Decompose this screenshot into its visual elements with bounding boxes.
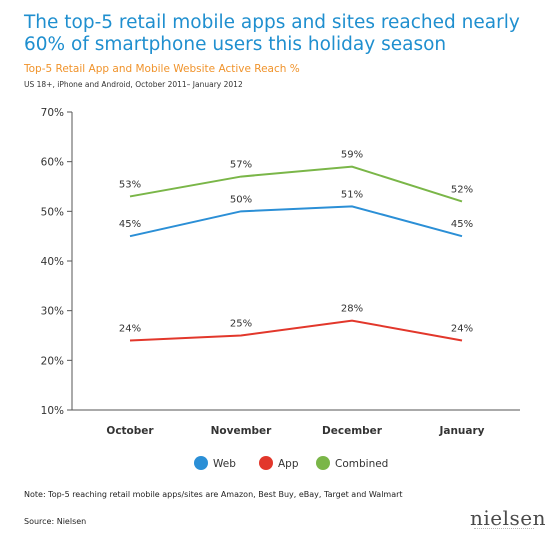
chart-subtitle: Top-5 Retail App and Mobile Website Acti…	[24, 63, 300, 75]
legend-label-app: App	[278, 458, 299, 470]
y-tick-label: 30%	[41, 306, 64, 318]
legend-marker-app	[259, 456, 273, 470]
data-label-app: 24%	[119, 323, 141, 334]
data-label-app: 28%	[341, 304, 363, 315]
source-note: Source: Nielsen	[24, 517, 87, 526]
line-chart: 10% 20% 30% 40% 50% 60% 70% October November Dece…	[41, 107, 520, 470]
logo-underline	[474, 528, 534, 531]
y-tick-label: 70%	[41, 107, 64, 119]
data-label-combined: 57%	[230, 160, 252, 171]
data-label-combined: 53%	[119, 179, 141, 190]
series-line-web	[129, 205, 463, 238]
footnote: Note: Top-5 reaching retail mobile apps/…	[24, 490, 403, 499]
x-tick-label: November	[211, 425, 273, 437]
legend-marker-web	[194, 456, 208, 470]
y-tick-label: 50%	[41, 206, 64, 218]
x-tick-label: January	[438, 425, 484, 437]
legend-label-combined: Combined	[335, 458, 388, 470]
y-tick-label: 60%	[41, 157, 64, 169]
data-label-web: 45%	[119, 219, 141, 230]
data-label-combined: 59%	[341, 150, 363, 161]
x-tick-label: October	[106, 425, 154, 437]
legend-label-web: Web	[213, 458, 236, 470]
series-line-combined	[129, 165, 463, 203]
y-tick-label: 20%	[41, 355, 64, 367]
chart-title: The top-5 retail mobile apps and sites r…	[24, 12, 520, 55]
data-label-web: 45%	[451, 219, 473, 230]
x-tick-label: December	[322, 425, 383, 437]
data-label-combined: 52%	[451, 184, 473, 195]
series-line-app	[129, 319, 463, 342]
legend-marker-combined	[316, 456, 330, 470]
y-tick-label: 40%	[41, 256, 64, 268]
data-label-app: 24%	[451, 323, 473, 334]
data-label-web: 51%	[341, 189, 363, 200]
data-label-web: 50%	[230, 194, 252, 205]
chart-scope-note: US 18+, iPhone and Android, October 2011…	[24, 80, 243, 89]
data-label-app: 25%	[230, 319, 252, 330]
y-tick-label: 10%	[41, 405, 64, 417]
nielsen-logo: nielsen	[470, 506, 546, 530]
